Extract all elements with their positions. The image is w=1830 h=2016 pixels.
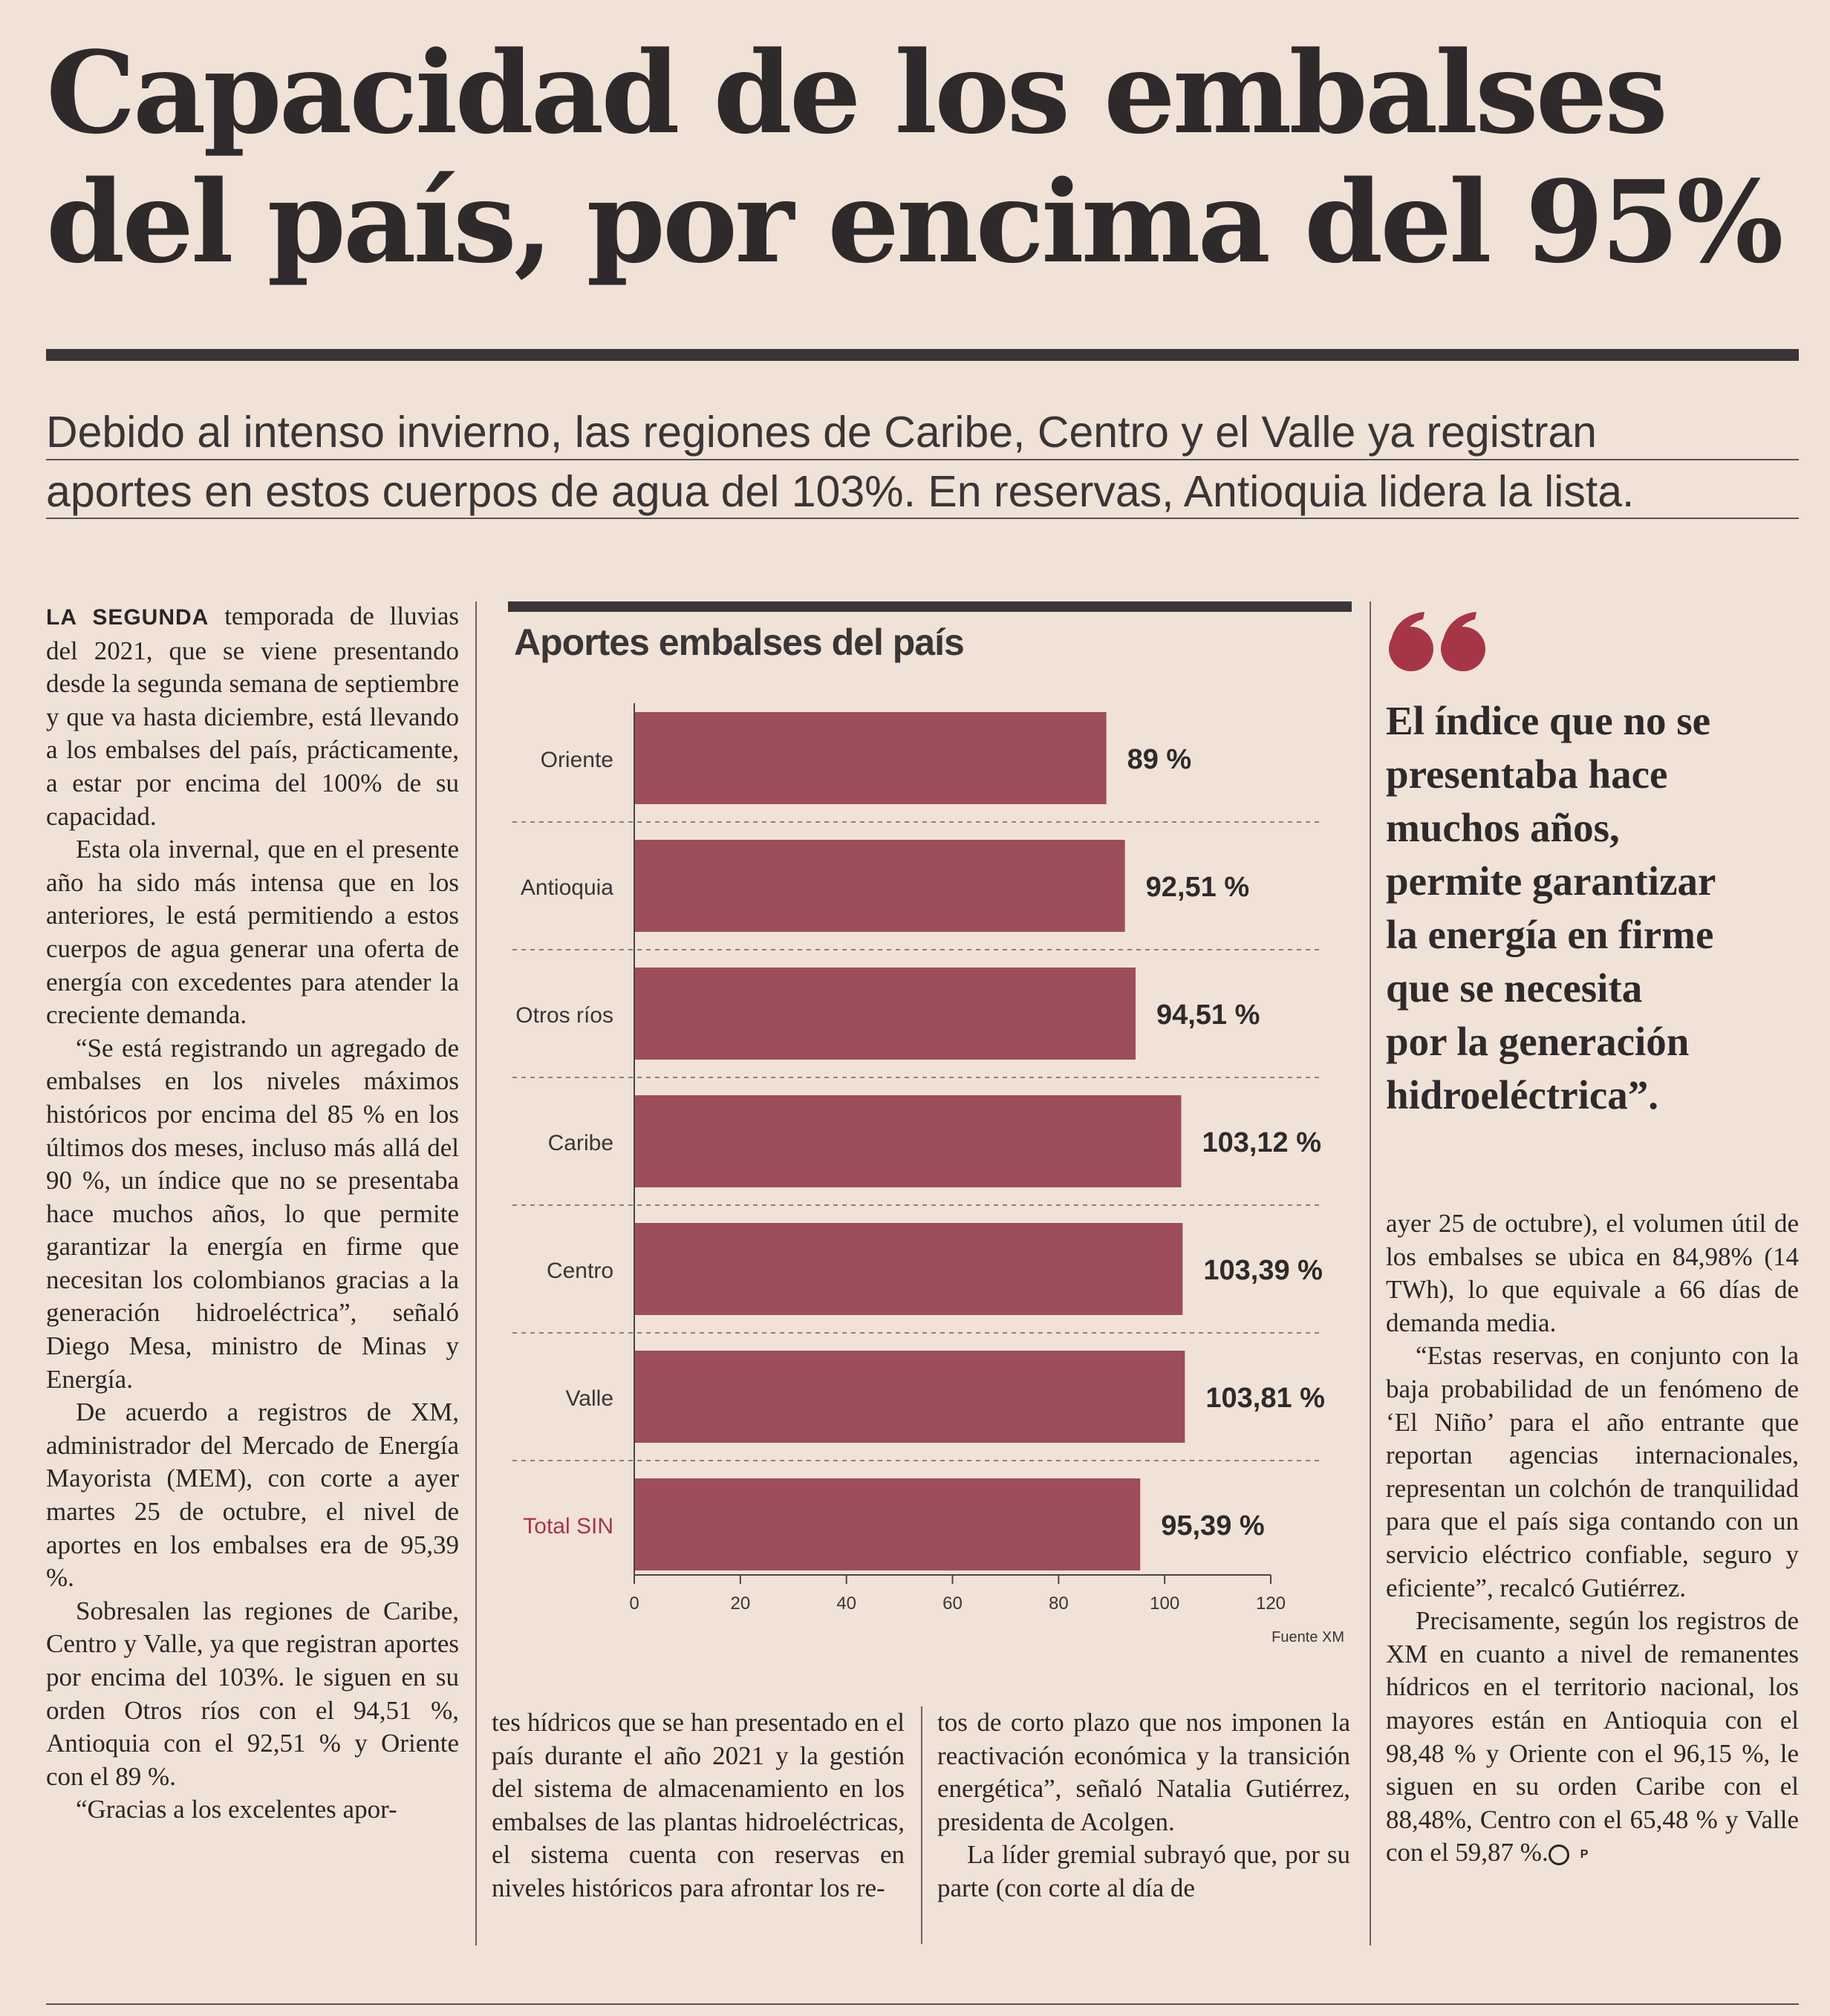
paragraph: tos de corto plazo que nos imponen la re… [937, 1708, 1350, 1836]
x-tick-label: 20 [730, 1593, 750, 1614]
pull-quote: El índice que no se presentaba hace much… [1386, 694, 1799, 1122]
chart-source: Fuente XM [1271, 1629, 1344, 1645]
category-label: Oriente [541, 748, 613, 772]
body-column-3: tos de corto plazo que nos imponen la re… [937, 1706, 1350, 1905]
bar [634, 840, 1125, 932]
bar [634, 712, 1107, 804]
end-mark-icon: P [1548, 1844, 1588, 1866]
column-divider [1370, 601, 1371, 1945]
value-label: 103,39 % [1203, 1255, 1323, 1286]
paragraph: “Gracias a los excelentes apor- [76, 1795, 397, 1824]
paragraph: Sobresalen las regiones de Caribe, Centr… [46, 1596, 459, 1791]
subheadline: Debido al intenso invierno, las regiones… [46, 402, 1799, 521]
category-label: Centro [547, 1259, 613, 1283]
value-label: 95,39 % [1161, 1510, 1264, 1542]
x-tick-label: 40 [836, 1593, 856, 1614]
pull-quote-line: muchos años, [1386, 805, 1620, 850]
headline: Capacidad de los embalses del país, por … [46, 28, 1799, 287]
category-label: Otros ríos [515, 1003, 613, 1028]
value-label: 92,51 % [1146, 872, 1249, 903]
category-label: Total SIN [523, 1514, 613, 1539]
body-column-1: LA SEGUNDA temporada de lluvias del 2021… [46, 600, 459, 1827]
paragraph: Precisamente, según los registros de XM … [1386, 1605, 1799, 1870]
paragraph: LA SEGUNDA temporada de lluvias del 2021… [46, 600, 459, 833]
subheadline-line-1: Debido al intenso invierno, las regiones… [46, 408, 1597, 457]
headline-line-2: del país, por encima del 95% [46, 155, 1784, 288]
pull-quote-line: presentaba hace [1386, 751, 1668, 797]
subheadline-rule-1 [46, 459, 1799, 460]
paragraph: La líder gremial subrayó que, por su par… [937, 1840, 1350, 1902]
x-tick-label: 0 [629, 1593, 639, 1614]
subheadline-line-2: aportes en estos cuerpos de agua del 103… [46, 467, 1635, 516]
paragraph: “Se está registrando un agregado de emba… [46, 1033, 459, 1394]
x-tick-label: 100 [1150, 1593, 1179, 1614]
pull-quote-line: que se necesita [1386, 965, 1643, 1011]
bottom-rule [46, 2003, 1799, 2005]
pull-quote-line: permite garantizar [1386, 858, 1716, 904]
pull-quote-line: la energía en firme [1386, 912, 1714, 957]
paragraph: Esta ola invernal, que en el presente añ… [46, 835, 459, 1030]
pull-quote-line: por la generación [1386, 1019, 1690, 1064]
paragraph-text: temporada de lluvias del 2021, que se vi… [46, 601, 459, 831]
value-label: 103,81 % [1205, 1383, 1325, 1414]
paragraph: tes hídricos que se han presentado en el… [492, 1708, 905, 1902]
bar [634, 1478, 1141, 1570]
subheadline-rule-2 [46, 518, 1799, 519]
body-column-2: tes hídricos que se han presentado en el… [492, 1706, 905, 1905]
x-tick-label: 60 [942, 1593, 963, 1614]
pull-quote-line: El índice que no se [1386, 698, 1711, 743]
bar [634, 968, 1136, 1060]
chart-top-rule [508, 601, 1352, 612]
quote-mark-icon [1389, 612, 1485, 671]
headline-rule [46, 349, 1799, 361]
paragraph: De acuerdo a registros de XM, administra… [46, 1397, 459, 1593]
headline-line-1: Capacidad de los embalses [46, 26, 1668, 159]
body-column-4: ayer 25 de octubre), el volumen útil de … [1386, 1207, 1799, 1870]
bar [634, 1351, 1185, 1443]
category-label: Antioquia [521, 875, 613, 900]
chart-plot: Oriente 89 % Antioquia 92,51 % Otros ríos 94,… [512, 703, 1344, 1645]
category-label: Valle [566, 1386, 613, 1411]
bar [634, 1095, 1182, 1187]
value-label: 94,51 % [1156, 999, 1260, 1031]
bar [634, 1223, 1183, 1315]
value-label: 103,12 % [1202, 1127, 1321, 1158]
paragraph-text: Precisamente, según los registros de XM … [1386, 1606, 1799, 1867]
category-label: Caribe [548, 1131, 613, 1155]
chart-title: Aportes embalses del país [514, 622, 965, 663]
column-divider [475, 601, 477, 1945]
pull-quote-line: hidroeléctrica”. [1386, 1072, 1659, 1118]
value-label: 89 % [1127, 744, 1192, 775]
bar-chart: Aportes embalses del país Oriente 89 % Ant… [492, 601, 1353, 1656]
paragraph: ayer 25 de octubre), el volumen útil de … [1386, 1209, 1799, 1337]
paragraph: “Estas reservas, en conjunto con la baja… [1386, 1341, 1799, 1602]
x-tick-label: 120 [1256, 1593, 1286, 1614]
lead-in: LA SEGUNDA [46, 605, 209, 630]
x-tick-label: 80 [1049, 1593, 1069, 1614]
column-divider [921, 1706, 922, 1944]
